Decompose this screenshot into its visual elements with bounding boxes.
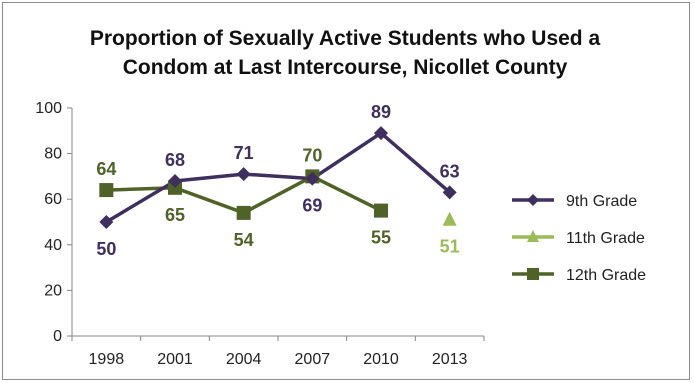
- diamond-marker: [527, 194, 539, 206]
- legend-label: 9th Grade: [566, 193, 637, 210]
- x-tick-label: 2007: [295, 351, 331, 368]
- series-markers: [99, 126, 457, 229]
- triangle-marker: [442, 211, 457, 226]
- diamond-marker: [236, 167, 251, 182]
- y-tick-label: 80: [44, 146, 62, 163]
- y-tick-label: 40: [44, 237, 62, 254]
- axes: 0 20 40 60 80 100 1998 2001 2004 2007 2010 2013: [35, 100, 485, 368]
- data-labels: 50 68 71 69 89 63 51 64 65 54 70 55: [96, 102, 459, 259]
- legend-label: 12th Grade: [566, 267, 646, 284]
- data-label: 89: [371, 102, 391, 122]
- data-label: 51: [440, 237, 460, 257]
- data-label: 69: [302, 196, 322, 216]
- diamond-marker: [168, 173, 182, 188]
- x-tick-label: 2010: [363, 351, 399, 368]
- chart-title-line-1: Proportion of Sexually Active Students w…: [89, 27, 601, 50]
- data-label: 68: [165, 150, 185, 170]
- data-label: 54: [234, 230, 254, 250]
- chart-title-line-2: Condom at Last Intercourse, Nicollet Cou…: [122, 56, 568, 79]
- legend: 9th Grade 11th Grade 12th Grade: [512, 193, 646, 284]
- data-label: 55: [371, 228, 391, 248]
- legend-label: 11th Grade: [566, 230, 645, 247]
- diamond-marker: [374, 126, 388, 141]
- square-marker: [99, 183, 114, 198]
- data-label: 63: [440, 161, 460, 181]
- square-marker: [374, 203, 388, 218]
- series-line-9th-grade: [105, 131, 451, 224]
- data-label: 71: [234, 143, 254, 163]
- x-tick-label: 1998: [89, 351, 125, 368]
- series-lines: [105, 131, 451, 224]
- y-tick-label: 60: [44, 191, 62, 208]
- y-tick-label: 100: [35, 100, 62, 117]
- y-tick-label: 0: [53, 328, 62, 345]
- square-marker: [527, 268, 539, 280]
- data-label: 50: [96, 239, 116, 259]
- data-label: 70: [302, 145, 322, 165]
- diamond-marker: [442, 185, 457, 200]
- data-label: 64: [96, 159, 116, 179]
- x-tick-label: 2001: [157, 351, 193, 368]
- x-tick-label: 2013: [432, 351, 468, 368]
- triangle-marker: [527, 230, 539, 242]
- square-marker: [236, 205, 251, 220]
- diamond-marker: [99, 215, 114, 229]
- x-tick-label: 2004: [226, 351, 262, 368]
- y-tick-label: 20: [44, 282, 62, 299]
- chart-title: Proportion of Sexually Active Students w…: [40, 24, 650, 82]
- data-label: 65: [165, 205, 185, 225]
- diamond-marker: [305, 171, 320, 186]
